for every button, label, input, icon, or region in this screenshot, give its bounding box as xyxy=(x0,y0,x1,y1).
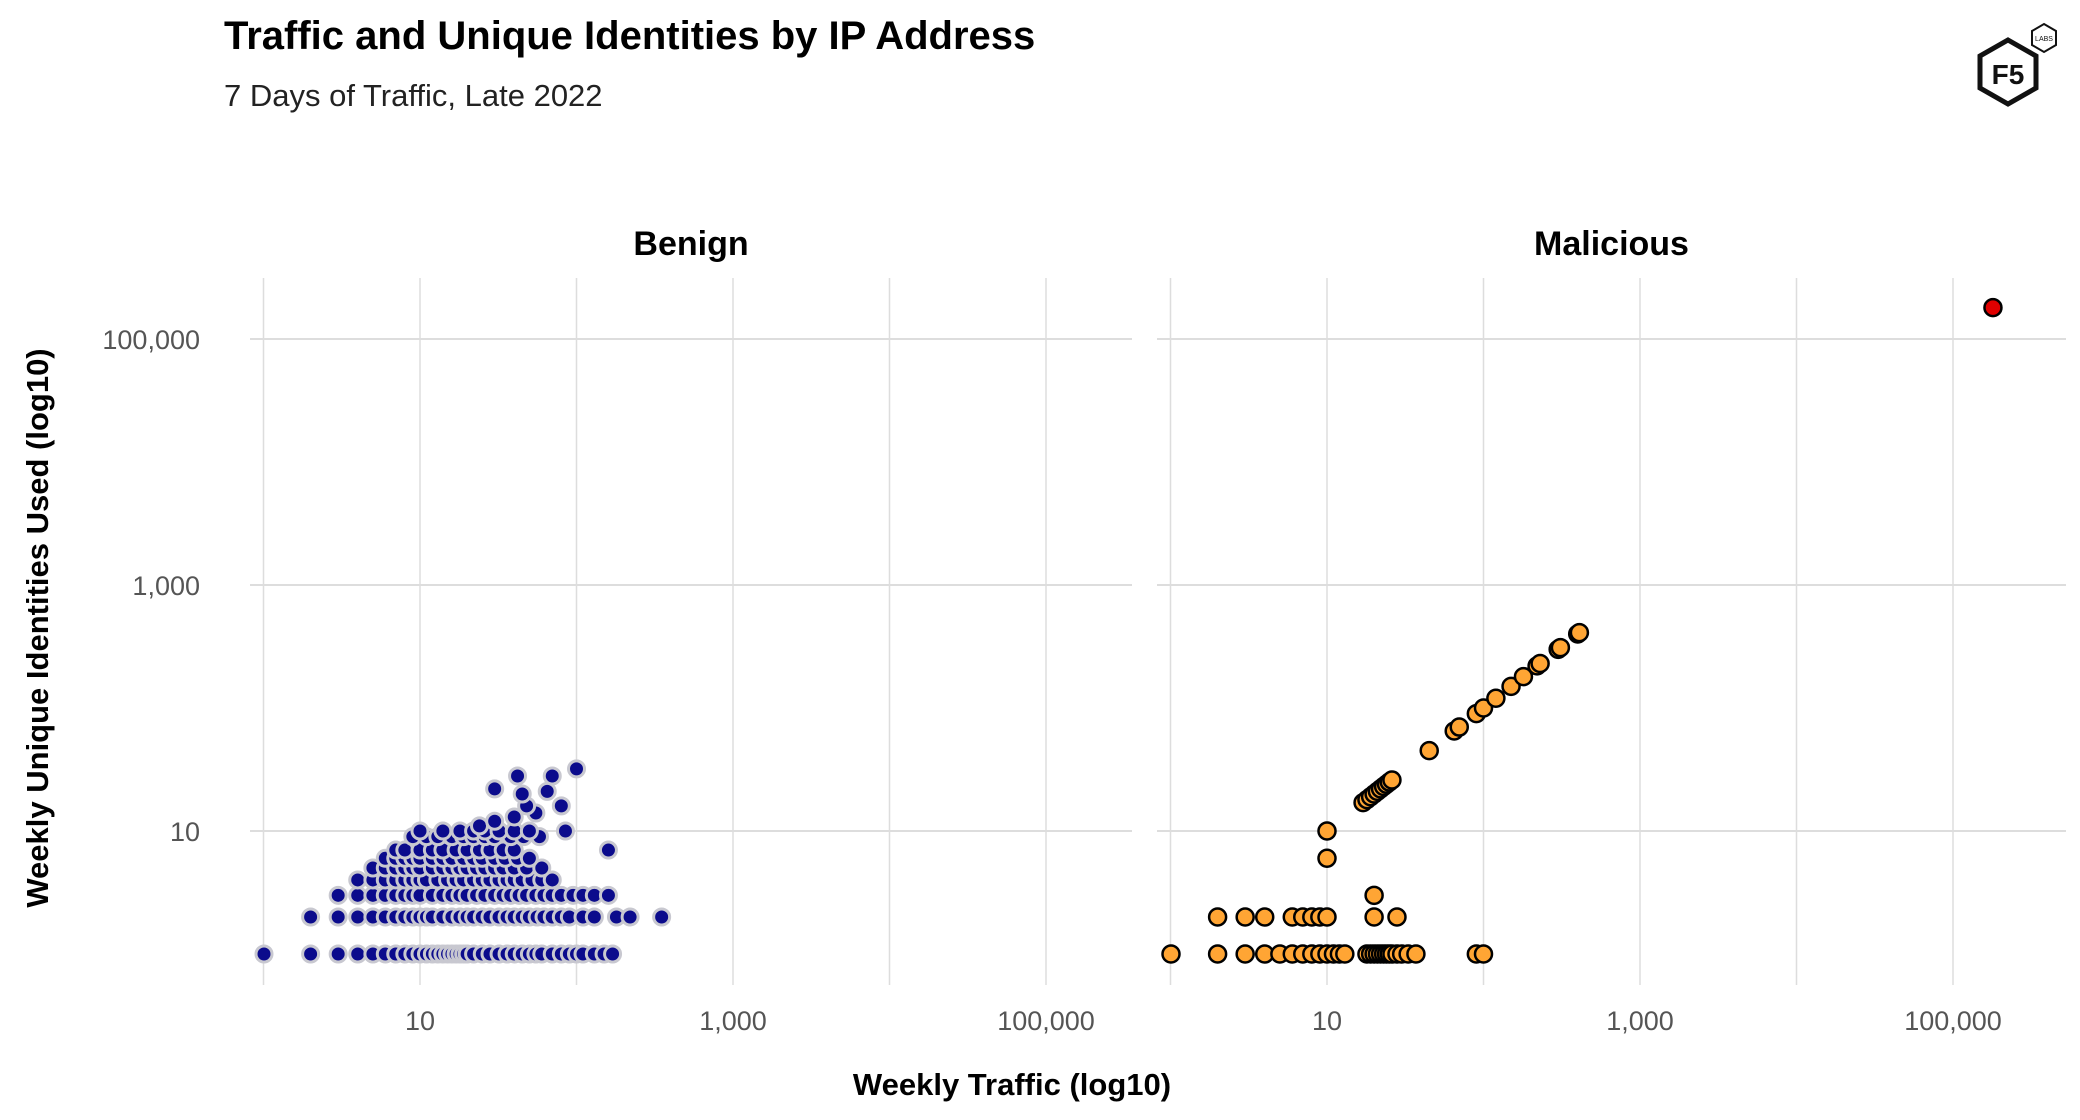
data-point xyxy=(1317,848,1337,869)
data-point xyxy=(1406,944,1426,964)
data-point xyxy=(1317,821,1337,841)
data-point xyxy=(1382,770,1402,790)
data-point xyxy=(1235,944,1255,964)
data-point xyxy=(584,907,604,927)
data-point xyxy=(1501,676,1521,697)
data-point xyxy=(348,944,368,964)
data-point xyxy=(512,784,532,804)
data-point xyxy=(542,870,562,890)
data-point xyxy=(433,821,453,841)
data-point xyxy=(348,907,368,927)
data-point xyxy=(1364,907,1384,927)
data-point xyxy=(555,821,575,841)
y-axis-title: Weekly Unique Identities Used (log10) xyxy=(20,348,55,907)
data-point xyxy=(301,944,321,964)
points-layer xyxy=(254,297,2003,964)
data-point xyxy=(1473,698,1494,718)
data-point xyxy=(1473,944,1494,964)
data-point xyxy=(1387,907,1407,927)
labels-layer: Benign 10 1,000 100,000 Malicious 10 1,000 100,… xyxy=(102,225,2001,1036)
x-tick-label: 100,000 xyxy=(997,1006,1095,1036)
x-tick-label: 1,000 xyxy=(1606,1006,1674,1036)
panel-title-malicious: Malicious xyxy=(1534,225,1689,263)
data-point xyxy=(1235,907,1255,927)
data-point xyxy=(598,885,618,905)
data-point xyxy=(1419,740,1439,761)
x-tick-label: 1,000 xyxy=(699,1006,767,1036)
data-point xyxy=(532,858,552,878)
data-point xyxy=(348,885,368,905)
data-point xyxy=(603,944,623,964)
data-point xyxy=(519,848,539,868)
data-point xyxy=(1161,944,1181,964)
data-point xyxy=(567,759,586,779)
data-point xyxy=(485,811,505,831)
data-point xyxy=(1569,622,1590,643)
logo-text: F5 xyxy=(1992,59,2025,90)
data-point xyxy=(551,796,571,816)
data-point xyxy=(542,766,562,786)
data-point xyxy=(254,944,274,964)
data-point xyxy=(504,807,524,827)
x-axis-title: Weekly Traffic (log10) xyxy=(853,1067,1171,1102)
data-point xyxy=(652,907,672,927)
chart-title: Traffic and Unique Identities by IP Addr… xyxy=(224,14,1036,58)
data-point xyxy=(1550,637,1571,658)
data-point xyxy=(1486,688,1506,709)
data-point xyxy=(537,781,557,801)
data-point xyxy=(328,907,348,927)
x-tick-label: 100,000 xyxy=(1904,1006,2002,1036)
data-point xyxy=(1449,717,1470,737)
logo-badge: LABS xyxy=(2035,36,2053,43)
data-point xyxy=(1513,666,1534,687)
y-tick-label: 1,000 xyxy=(132,571,200,601)
x-tick-label: 10 xyxy=(1312,1006,1342,1036)
data-point xyxy=(1254,907,1275,927)
data-point xyxy=(1364,885,1384,906)
data-point xyxy=(519,821,539,841)
data-point xyxy=(328,944,348,964)
grid-layer xyxy=(250,278,2066,985)
x-tick-label: 10 xyxy=(405,1006,435,1036)
f5-labs-logo: F5 LABS xyxy=(1977,22,2057,107)
data-point xyxy=(485,779,505,799)
data-point xyxy=(301,907,321,927)
data-point xyxy=(620,907,640,927)
data-point xyxy=(328,885,348,905)
data-point xyxy=(348,870,368,890)
data-point xyxy=(508,766,528,786)
y-tick-label: 10 xyxy=(170,817,200,847)
chart-subtitle: 7 Days of Traffic, Late 2022 xyxy=(224,78,603,113)
y-tick-label: 100,000 xyxy=(102,325,200,355)
data-point xyxy=(470,816,490,836)
data-point xyxy=(598,840,618,860)
data-point xyxy=(1207,907,1228,927)
data-point xyxy=(1207,944,1228,964)
data-point xyxy=(1530,653,1550,674)
data-point xyxy=(410,821,430,841)
data-point xyxy=(1317,907,1337,927)
panel-title-benign: Benign xyxy=(633,225,748,263)
data-point xyxy=(1335,944,1355,964)
outlier-point xyxy=(1983,297,2003,318)
